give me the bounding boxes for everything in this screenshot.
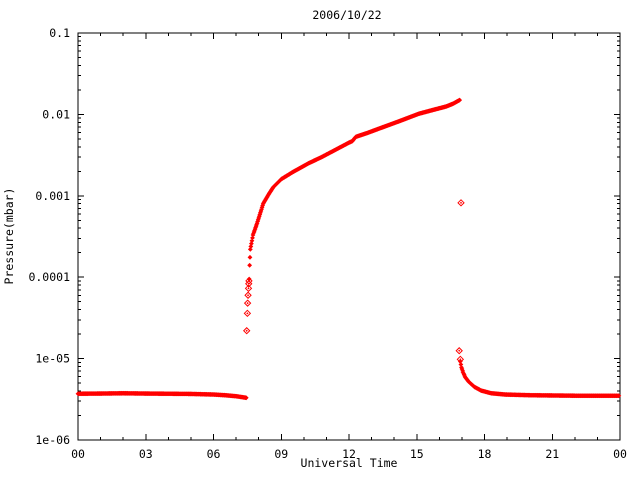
data-points-outline [242,199,465,364]
y-tick-label: 0.01 [42,107,70,121]
chart-title: 2006/10/22 [312,8,381,22]
data-points-filled [75,97,622,401]
x-tick-label: 18 [478,447,492,461]
x-tick-label: 09 [274,447,288,461]
axes-layer: 00 03 06 09 12 15 18 21 00 0.1 0.01 0.001 0.0001 1e-0… [28,26,627,461]
y-tick-label: 0.1 [49,26,70,40]
x-tick-label: 21 [545,447,559,461]
y-tick-label: 1e-06 [35,433,70,447]
x-tick-label: 12 [342,447,356,461]
x-tick-label: 03 [139,447,153,461]
y-axis-label: Pressure(mbar) [2,188,16,285]
x-axis-label: Universal Time [301,456,398,470]
x-tick-label: 00 [71,447,85,461]
x-tick-label: 15 [410,447,424,461]
data-layer [75,97,622,401]
axis-ticks [77,32,621,441]
x-tick-label: 00 [613,447,627,461]
x-tick-label: 06 [207,447,221,461]
y-tick-label: 0.001 [35,189,70,203]
y-tick-label: 1e-05 [35,352,70,366]
y-tick-label: 0.0001 [28,270,70,284]
plot-border [77,32,621,441]
